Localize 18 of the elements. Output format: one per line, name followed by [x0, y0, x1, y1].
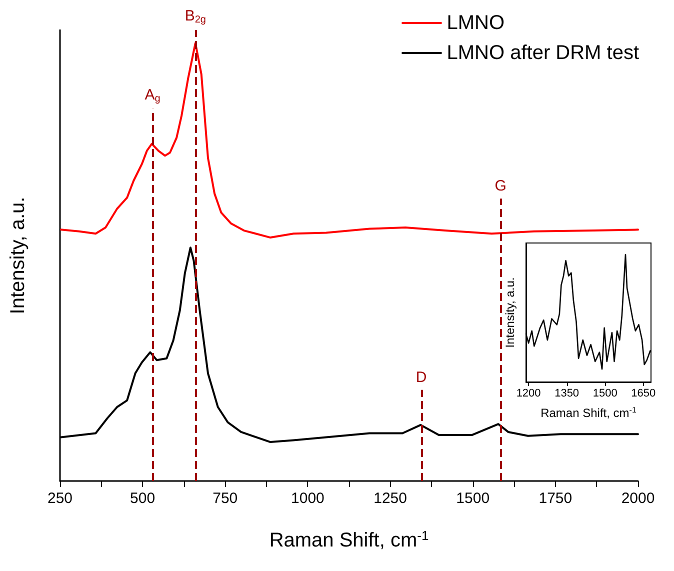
x-tick-label: 1500 — [456, 490, 490, 507]
x-tick-label: 1250 — [374, 490, 407, 507]
x-tick-label: 500 — [130, 490, 156, 507]
x-tick-label: 2000 — [621, 490, 655, 507]
x-tick-label: 750 — [212, 490, 238, 507]
x-tick-label: 1200 — [516, 388, 541, 400]
x-tick-label: 1650 — [631, 388, 656, 400]
x-tick-label: 1000 — [291, 490, 324, 507]
y-axis-title: Intensity, a.u. — [503, 277, 517, 348]
ref-line-label: D — [416, 368, 427, 386]
legend-label: LMNO after DRM test — [446, 42, 640, 64]
x-tick-label: 1500 — [592, 388, 618, 400]
x-tick-label: 1750 — [538, 490, 572, 507]
y-axis-title: Intensity, a.u. — [7, 196, 29, 314]
ref-line-label: G — [494, 178, 506, 195]
x-tick-label: 1350 — [554, 388, 580, 400]
legend-label: LMNO — [446, 12, 505, 34]
x-tick-label: 250 — [47, 490, 73, 507]
